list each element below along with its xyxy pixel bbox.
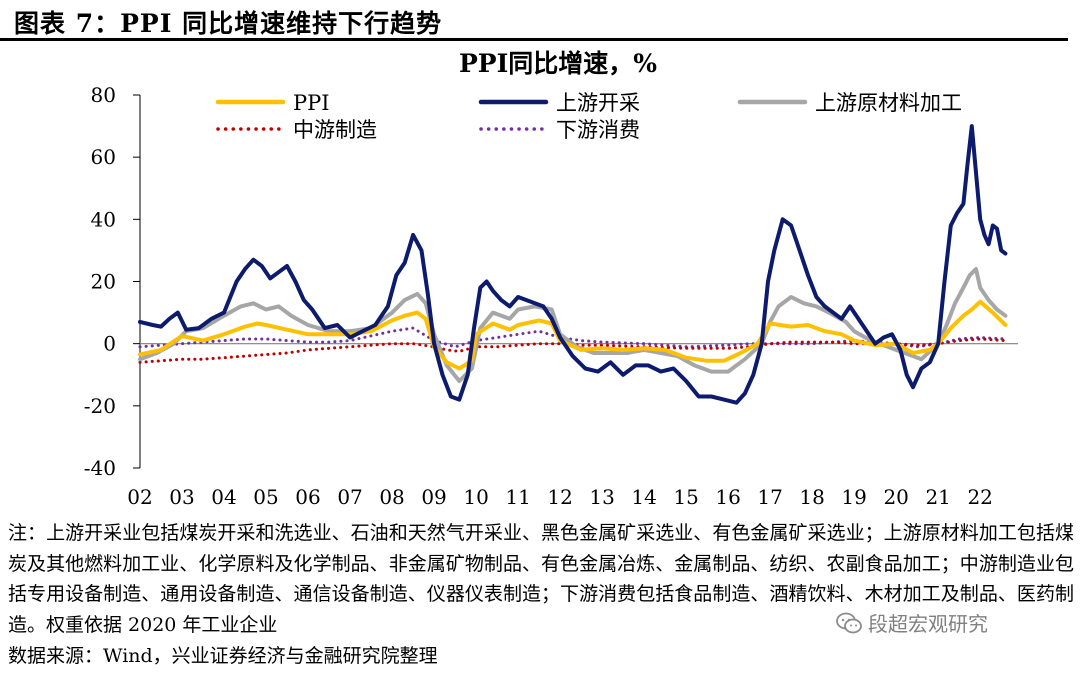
y-tick-label: 40 (91, 207, 116, 231)
ppi-line-chart: PPI同比增速，% -40 -20 0 20 40 60 80 02 03 04 05 06 07 08 0… (84, 49, 1018, 509)
x-tick-label: 21 (925, 485, 950, 509)
legend-label: 下游消费 (556, 118, 640, 142)
x-tick-label: 14 (631, 485, 656, 509)
legend-label: PPI (293, 91, 330, 115)
x-tick-label: 12 (547, 485, 572, 509)
chart-note: 注：上游开采业包括煤炭开采和洗选业、石油和天然气开采业、黑色金属矿采选业、有色金… (8, 522, 1074, 636)
watermark: 段超宏观研究 (836, 608, 988, 637)
series-line-上游开采 (138, 124, 1008, 405)
y-tick-label: -20 (84, 394, 116, 418)
x-tick-label: 15 (673, 485, 698, 509)
chart-title: PPI同比增速，% (459, 49, 657, 78)
y-tick-label: 80 (91, 83, 116, 107)
x-tick-label: 04 (211, 485, 236, 509)
chart-axes: -40 -20 0 20 40 60 80 02 03 04 05 06 07 08 09 10 11 12 13 1… (84, 83, 1018, 509)
x-tick-label: 16 (715, 485, 740, 509)
x-tick-label: 06 (295, 485, 320, 509)
x-tick-label: 02 (127, 485, 152, 509)
legend-label: 上游开采 (556, 91, 640, 115)
y-tick-label: 0 (103, 332, 116, 356)
series-line-上游原材料加工 (138, 267, 1008, 383)
y-tick-label: -40 (84, 456, 116, 480)
x-tick-label: 05 (253, 485, 278, 509)
data-source: 数据来源：Wind，兴业证券经济与金融研究院整理 (8, 645, 438, 667)
x-tick-label: 17 (757, 485, 782, 509)
figure-title: 图表 7：PPI 同比增速维持下行趋势 (14, 9, 443, 38)
x-tick-label: 22 (967, 485, 992, 509)
x-tick-label: 08 (379, 485, 404, 509)
x-tick-label: 20 (883, 485, 908, 509)
watermark-text: 段超宏观研究 (868, 612, 988, 636)
x-tick-label: 10 (463, 485, 488, 509)
x-tick-label: 07 (337, 485, 362, 509)
title-divider (0, 38, 1068, 41)
chart-series (138, 124, 1008, 405)
x-tick-label: 19 (841, 485, 866, 509)
x-tick-label: 03 (169, 485, 194, 509)
y-tick-label: 20 (91, 270, 116, 294)
wechat-icon (836, 612, 862, 633)
y-tick-label: 60 (91, 145, 116, 169)
x-tick-label: 18 (799, 485, 824, 509)
x-tick-label: 11 (505, 485, 530, 509)
legend-label: 中游制造 (293, 118, 377, 142)
x-tick-label: 09 (421, 485, 446, 509)
x-tick-label: 13 (589, 485, 614, 509)
legend-label: 上游原材料加工 (815, 91, 962, 115)
